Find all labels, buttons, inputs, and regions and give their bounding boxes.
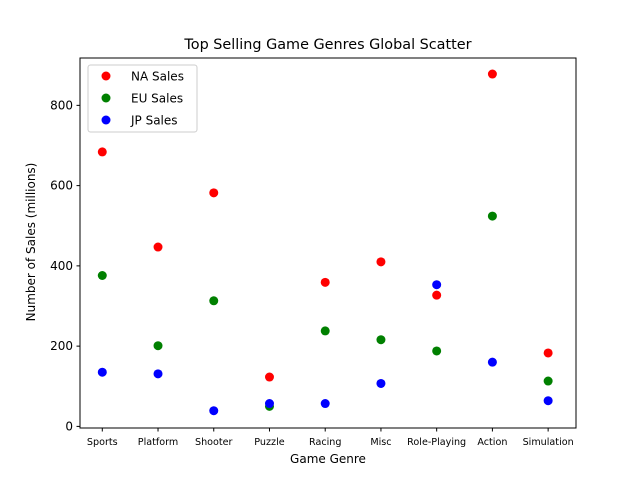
x-tick-label: Misc (370, 437, 391, 448)
legend-label: JP Sales (130, 114, 178, 128)
data-point (209, 406, 219, 416)
data-point (376, 257, 386, 267)
data-points (97, 69, 553, 416)
data-point (543, 376, 553, 386)
legend-marker (101, 93, 111, 103)
x-axis-ticks: Sports Platform Shooter Puzzle Racing Misc Rol… (87, 428, 574, 448)
data-point (487, 357, 497, 367)
y-tick-label: 400 (50, 259, 73, 273)
data-point (153, 341, 163, 351)
legend-marker (101, 115, 111, 125)
y-tick-label: 800 (50, 98, 73, 112)
data-point (264, 399, 274, 409)
y-tick-label: 600 (50, 179, 73, 193)
plot-frame (79, 57, 577, 429)
data-point (209, 296, 219, 306)
y-tick-label: 200 (50, 339, 73, 353)
data-point (264, 372, 274, 382)
data-point (376, 335, 386, 345)
data-point (97, 147, 107, 157)
x-axis-label: Game Genre (290, 452, 366, 466)
chart-title: Top Selling Game Genres Global Scatter (183, 37, 471, 53)
data-point (97, 367, 107, 377)
data-point (320, 399, 330, 409)
data-point (432, 290, 442, 300)
data-point (320, 326, 330, 336)
x-tick-label: Role-Playing (407, 437, 466, 448)
y-axis-label: Number of Sales (millions) (24, 163, 38, 322)
x-tick-label: Shooter (195, 437, 233, 448)
data-point (153, 242, 163, 252)
data-point (487, 69, 497, 79)
data-point (209, 188, 219, 198)
data-point (543, 348, 553, 358)
data-point (487, 211, 497, 221)
legend: NA Sales EU Sales JP Sales (87, 64, 198, 133)
x-tick-label: Simulation (523, 437, 574, 448)
data-point (153, 369, 163, 379)
data-point (432, 280, 442, 290)
x-tick-label: Puzzle (254, 437, 284, 448)
x-tick-label: Action (477, 437, 507, 448)
data-point (97, 271, 107, 281)
y-axis-ticks: 0 200 400 600 800 (50, 98, 80, 433)
x-tick-label: Racing (309, 437, 341, 448)
data-point (320, 277, 330, 287)
legend-label: NA Sales (131, 70, 184, 84)
legend-box (87, 64, 198, 133)
legend-marker (101, 71, 111, 81)
y-tick-label: 0 (65, 419, 73, 433)
x-tick-label: Platform (138, 437, 178, 448)
legend-label: EU Sales (131, 92, 183, 106)
data-point (432, 346, 442, 356)
data-point (543, 396, 553, 406)
data-point (376, 378, 386, 388)
x-tick-label: Sports (87, 437, 118, 448)
